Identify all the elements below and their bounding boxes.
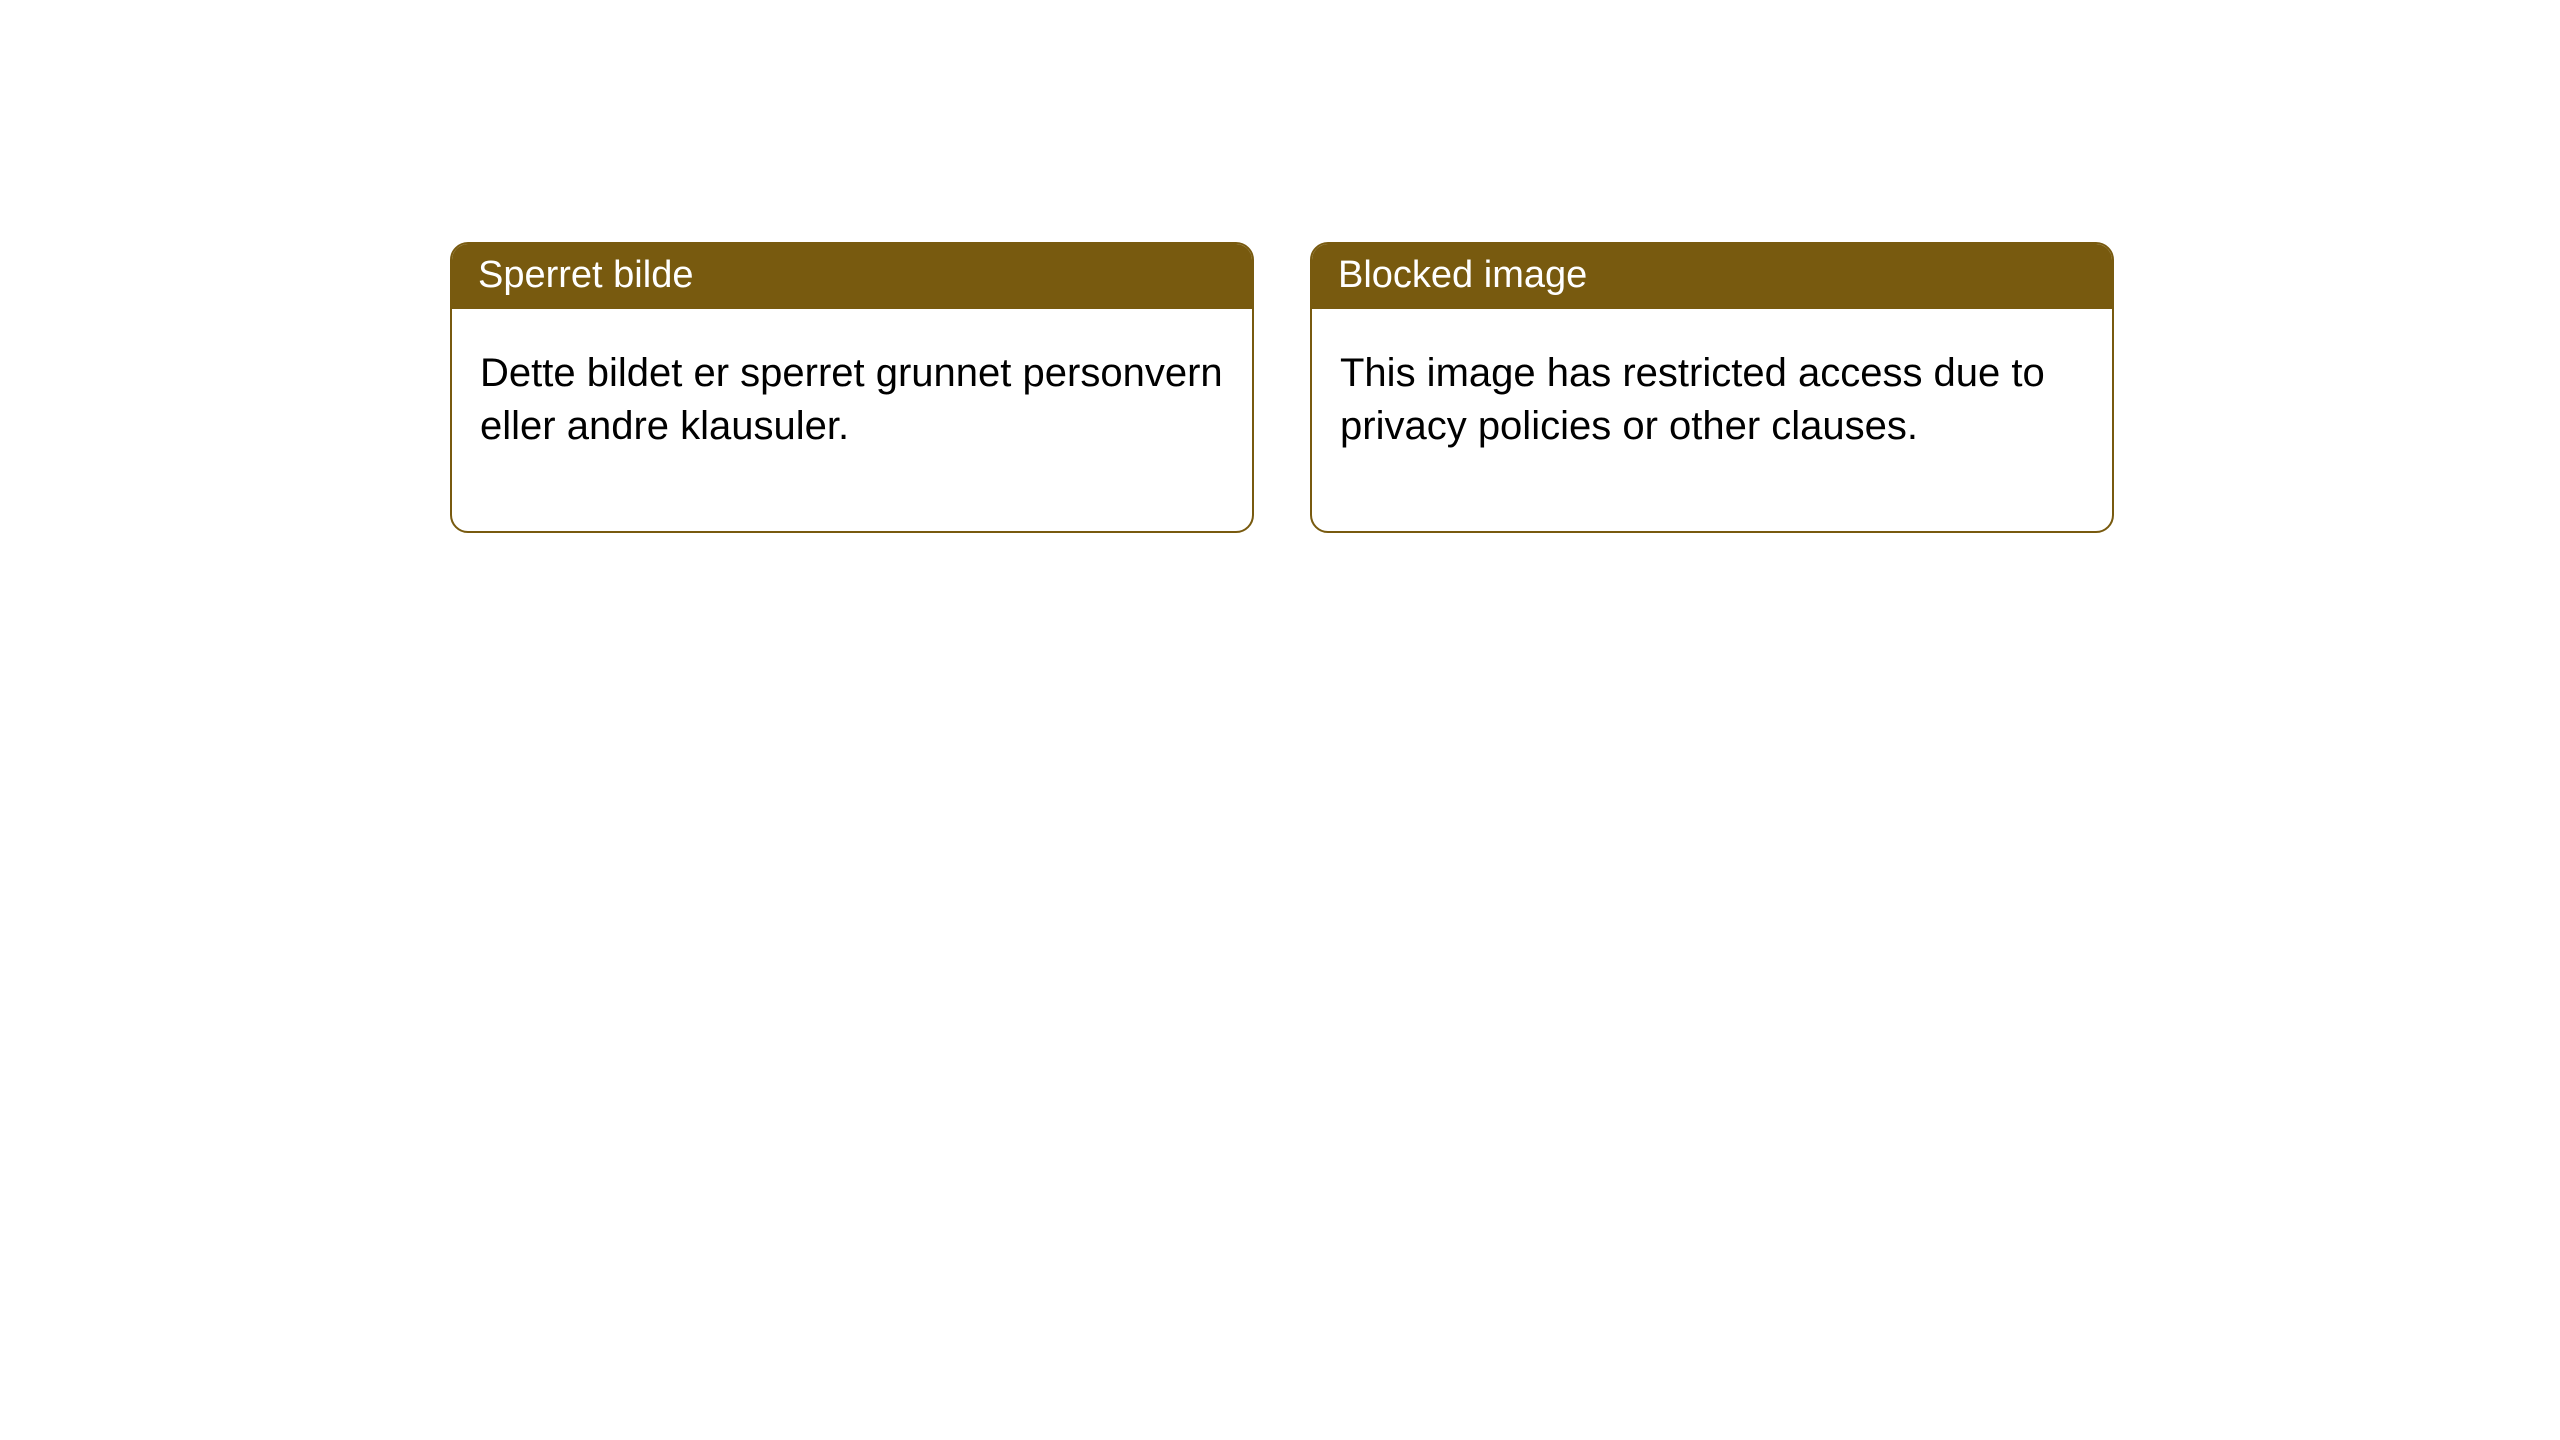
notice-container: Sperret bilde Dette bildet er sperret gr…: [0, 0, 2560, 533]
notice-header-norwegian: Sperret bilde: [452, 244, 1252, 309]
notice-card-english: Blocked image This image has restricted …: [1310, 242, 2114, 533]
notice-card-norwegian: Sperret bilde Dette bildet er sperret gr…: [450, 242, 1254, 533]
notice-body-english: This image has restricted access due to …: [1312, 309, 2112, 531]
notice-body-norwegian: Dette bildet er sperret grunnet personve…: [452, 309, 1252, 531]
notice-header-english: Blocked image: [1312, 244, 2112, 309]
